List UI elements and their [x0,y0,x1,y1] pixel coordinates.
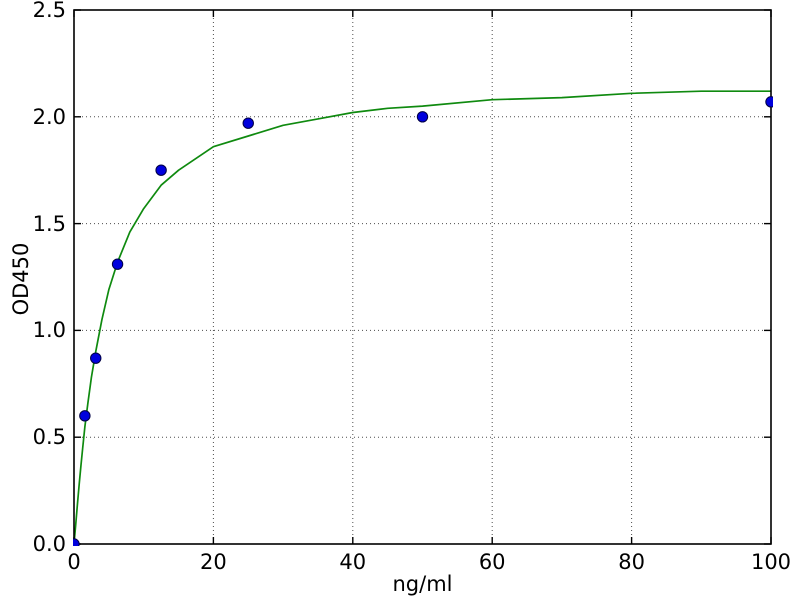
y-tick-label: 0.5 [32,425,66,450]
x-tick-label: 60 [478,550,506,574]
x-tick-label: 20 [200,550,227,574]
y-axis-title: OD450 [9,242,33,316]
standard-data-point [155,164,167,176]
standard-data-point [90,352,102,364]
fit-curve-line [73,90,771,545]
y-tick-label: 1.0 [32,318,66,343]
standard-data-point [242,117,254,129]
x-tick-label: 0 [67,550,81,574]
y-tick-label: 1.5 [32,211,66,236]
y-tick-label: 2.5 [32,0,66,22]
standard-data-point [765,96,773,108]
standard-data-point [79,410,91,422]
standard-data-point [73,538,80,546]
standard-data-point [111,258,124,270]
x-tick-label: 40 [339,550,367,574]
y-tick-label: 0.0 [32,532,66,556]
x-axis-title: ng/ml [392,572,453,596]
x-tick-label: 100 [750,550,792,574]
y-tick-label: 2.0 [32,104,66,129]
standard-data-point [416,111,429,123]
x-tick-label: 80 [618,550,645,574]
axes-spines [73,9,772,545]
